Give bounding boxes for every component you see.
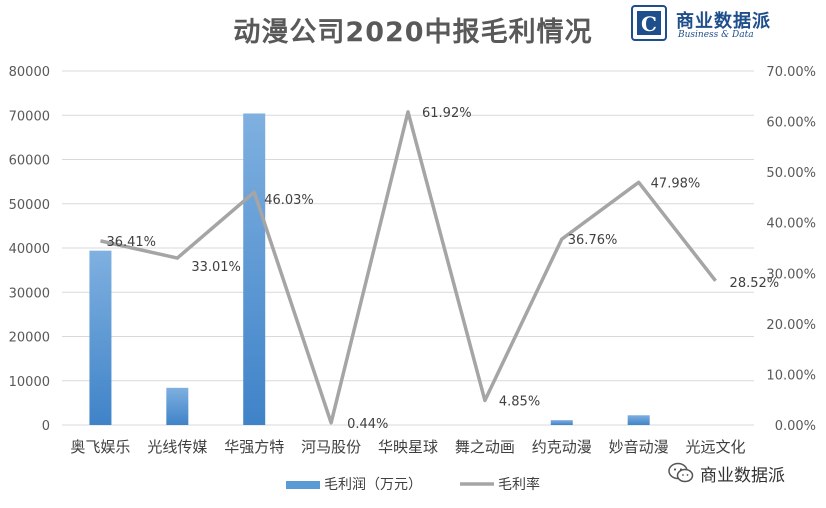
- left-tick-label: 60000: [9, 154, 50, 169]
- right-axis: 0.00% 10.00% 20.00% 30.00% 40.00% 50.00% 60.00…: [766, 65, 816, 434]
- bar: [89, 250, 112, 425]
- data-label: 36.76%: [568, 233, 618, 248]
- left-tick-label: 40000: [9, 242, 50, 257]
- category-label: 华强方特: [224, 438, 284, 456]
- bar: [166, 387, 189, 425]
- legend-item-line: 毛利率: [460, 474, 540, 494]
- legend-bar-swatch: [286, 481, 320, 489]
- right-tick-label: 70.00%: [766, 65, 816, 80]
- bar-series: [89, 113, 650, 425]
- category-axis: 奥飞娱乐 光线传媒 华强方特 河马股份 华映星球 舞之动画 约克动漫 妙音动漫 光远文化: [70, 438, 745, 456]
- right-tick-label: 40.00%: [766, 217, 816, 232]
- category-label: 奥飞娱乐: [70, 438, 130, 456]
- right-tick-label: 10.00%: [766, 368, 816, 383]
- right-tick-label: 20.00%: [766, 318, 816, 333]
- line-series: [100, 110, 717, 425]
- data-label: 46.03%: [264, 193, 314, 208]
- left-tick-label: 80000: [9, 65, 50, 80]
- data-label: 61.92%: [422, 106, 472, 121]
- legend-line-swatch: [460, 482, 494, 486]
- category-label: 光远文化: [686, 438, 746, 456]
- data-label: 4.85%: [499, 394, 540, 409]
- legend-label-bars: 毛利润（万元）: [324, 477, 422, 493]
- category-label: 河马股份: [301, 438, 361, 456]
- right-tick-label: 50.00%: [766, 166, 816, 181]
- left-tick-label: 10000: [9, 375, 50, 390]
- margin-rate-line: [100, 110, 717, 425]
- data-label: 36.41%: [106, 235, 156, 250]
- wechat-icon: [668, 462, 694, 483]
- watermark-text: 商业数据派: [700, 465, 785, 486]
- left-tick-label: 20000: [9, 331, 50, 346]
- category-label: 舞之动画: [455, 438, 515, 456]
- legend: 毛利润（万元） 毛利率: [0, 474, 826, 494]
- category-label: 光线传媒: [147, 438, 207, 456]
- bar: [243, 113, 266, 425]
- data-labels: 36.41% 33.01% 46.03% 0.44% 61.92% 4.85% 36.76%…: [106, 106, 779, 432]
- left-tick-label: 50000: [9, 198, 50, 213]
- chart-area: 0 10000 20000 30000 40000 50000 60000 70000 8000…: [9, 65, 816, 456]
- right-tick-label: 0.00%: [775, 419, 816, 434]
- bar: [550, 420, 573, 425]
- svg-text:C: C: [641, 12, 657, 36]
- left-tick-label: 70000: [9, 109, 50, 124]
- gridlines: [62, 70, 754, 426]
- category-label: 华映星球: [378, 438, 438, 456]
- data-label: 0.44%: [347, 417, 388, 432]
- bar: [627, 415, 650, 425]
- left-axis: 0 10000 20000 30000 40000 50000 60000 70000 8000…: [9, 65, 50, 434]
- data-label: 33.01%: [191, 260, 241, 275]
- category-label: 妙音动漫: [609, 438, 669, 456]
- left-tick-label: 0: [42, 419, 50, 434]
- category-label: 约克动漫: [532, 438, 592, 456]
- brand-logo: C 商业数据派 Business & Data: [630, 4, 820, 44]
- logo-subtitle: Business & Data: [678, 30, 754, 40]
- left-tick-label: 30000: [9, 286, 50, 301]
- data-label: 28.52%: [730, 276, 780, 291]
- chart-title: 动漫公司2020中报毛利情况: [233, 17, 593, 48]
- logo-name: 商业数据派: [676, 11, 771, 32]
- legend-item-bars: 毛利润（万元）: [286, 474, 422, 494]
- right-tick-label: 30.00%: [766, 267, 816, 282]
- watermark: 商业数据派: [668, 458, 785, 488]
- right-tick-label: 60.00%: [766, 116, 816, 131]
- logo-c-icon: C: [631, 5, 667, 41]
- legend-label-line: 毛利率: [498, 477, 540, 493]
- data-label: 47.98%: [651, 176, 701, 191]
